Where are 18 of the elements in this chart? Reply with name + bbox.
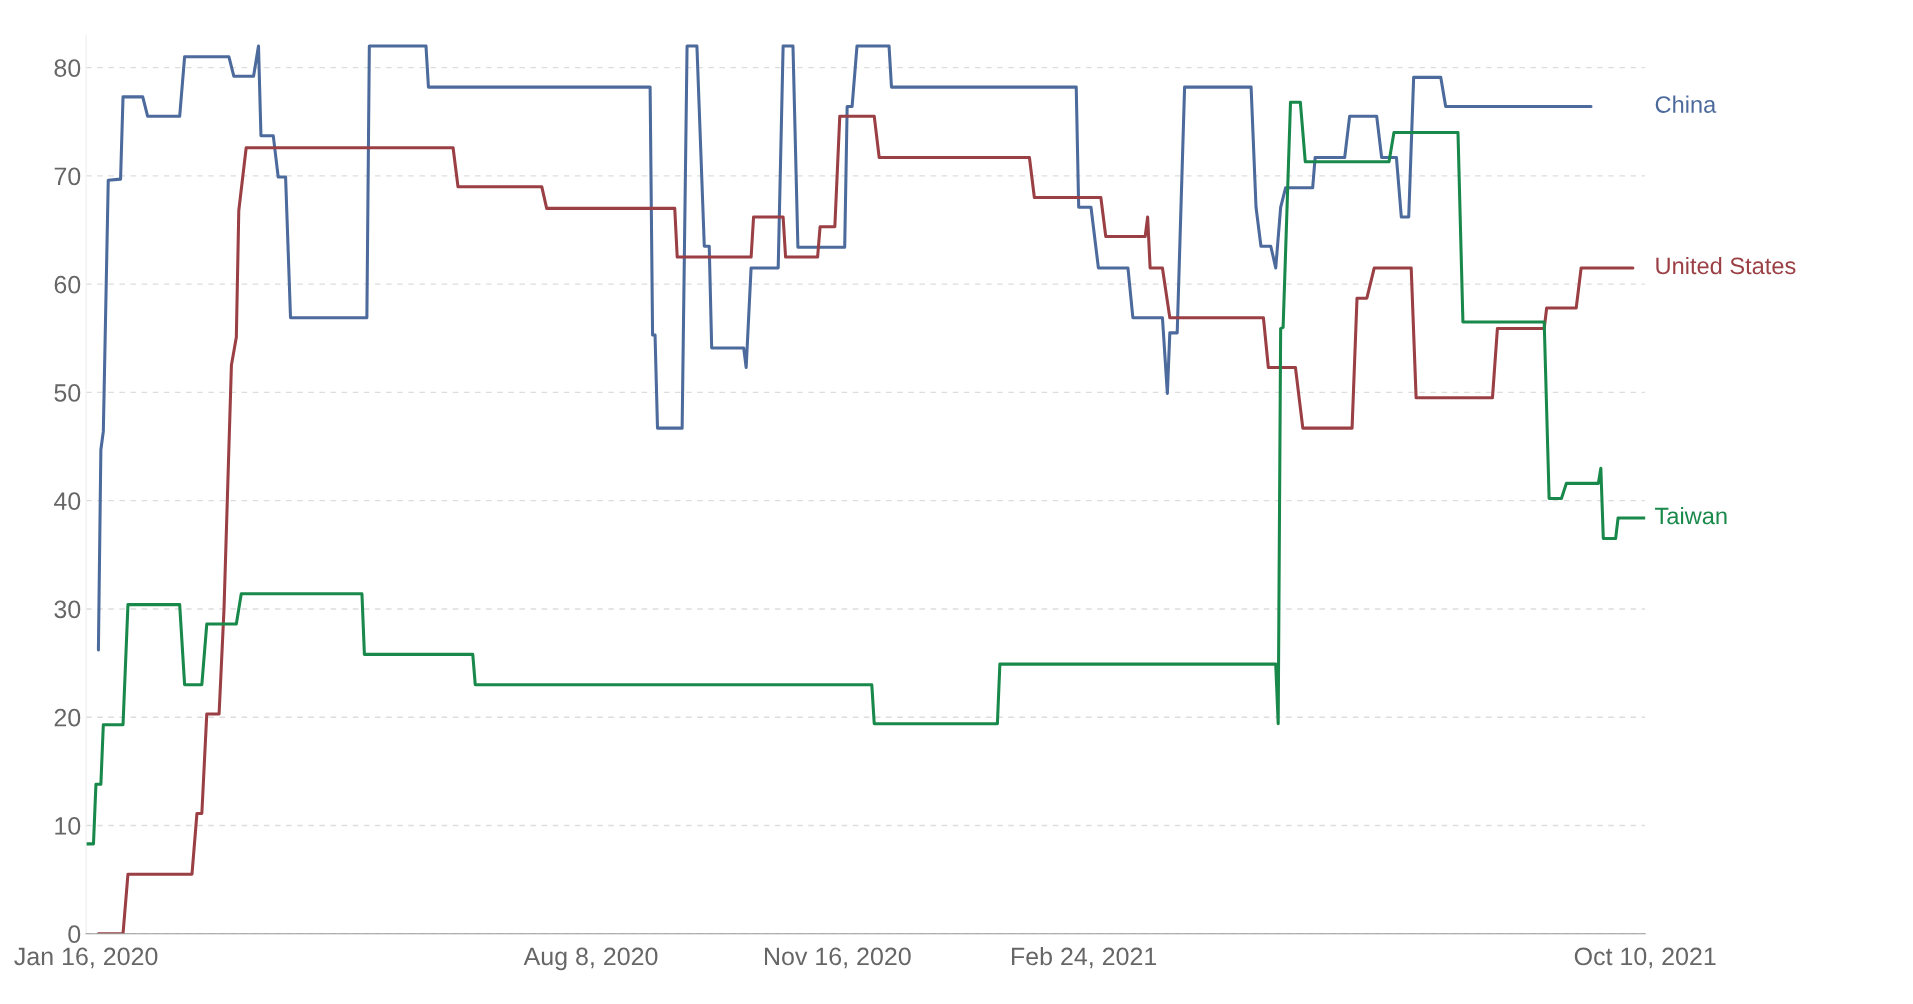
series-label: United States (1656, 256, 1796, 275)
y-tick-label: 50 (54, 384, 81, 402)
x-tick-label: Feb 24, 2021 (1012, 946, 1157, 969)
y-tick-label: 30 (54, 600, 81, 619)
x-tick-label: Nov 16, 2020 (765, 947, 911, 969)
x-tick-label: Jan 16, 2020 (14, 947, 158, 969)
y-tick-label: 80 (54, 59, 81, 77)
y-tick-label: 70 (54, 167, 81, 186)
y-tick-label: 60 (54, 275, 81, 294)
line-series (96, 44, 1593, 652)
y-tick-label: 10 (55, 817, 81, 835)
x-tick-label: Aug 8, 2020 (523, 947, 658, 971)
series-label: Taiwan (1655, 506, 1727, 525)
y-tick-label: 20 (54, 708, 81, 727)
y-tick-label: 40 (53, 492, 81, 510)
text: China (1655, 95, 1717, 113)
x-tick-label: Oct 10, 2021 (1574, 947, 1716, 969)
y-tick-label: 0 (68, 925, 81, 944)
